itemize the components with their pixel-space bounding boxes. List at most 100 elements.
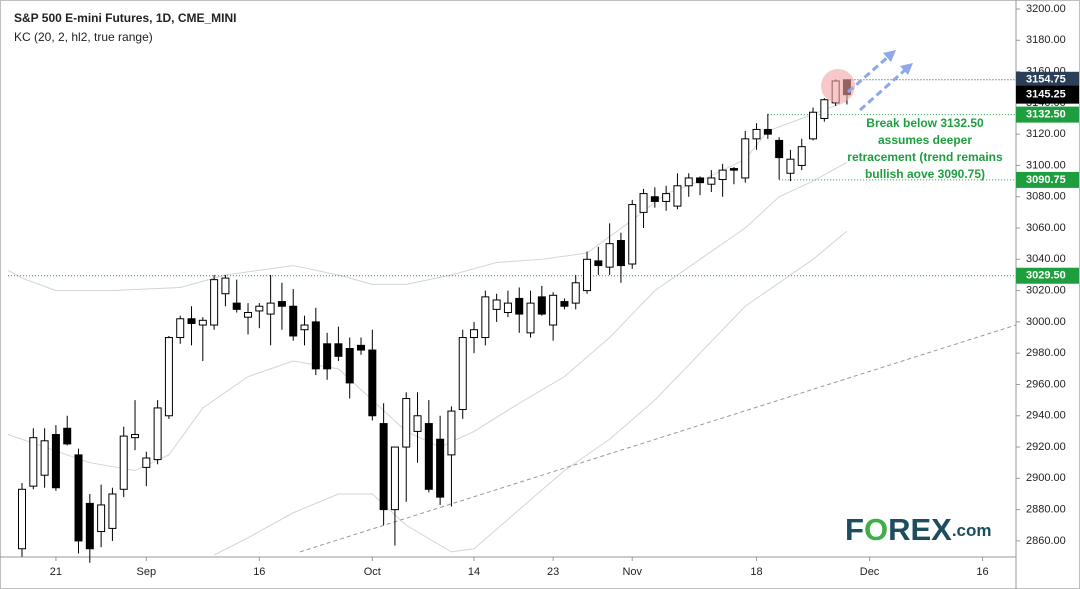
candle-body: [707, 177, 716, 185]
candle-body: [277, 301, 286, 307]
candle-body: [616, 240, 625, 267]
candle-body: [436, 438, 445, 498]
logo: FOREX.com: [845, 512, 992, 547]
last-price-label: 3145.25: [1026, 89, 1066, 101]
annotation: bullish aove 3090.75): [865, 167, 985, 181]
y-tick-label: 3200.00: [1026, 3, 1066, 15]
y-tick-label: 3060.00: [1026, 222, 1066, 234]
annotation: retracement (trend remains: [847, 150, 1003, 164]
candle-body: [221, 277, 230, 295]
candle-body: [583, 258, 592, 292]
level-label-bg: [1016, 71, 1079, 88]
candle-body: [718, 169, 727, 181]
candle-body: [662, 193, 671, 202]
candle-body: [424, 423, 433, 490]
y-tick-label: 2960.00: [1026, 378, 1066, 390]
y-tick-label: 2880.00: [1026, 504, 1066, 516]
candle-body: [323, 343, 332, 370]
y-tick-label: 2860.00: [1026, 535, 1066, 547]
candle-body: [650, 196, 659, 202]
candle-body: [198, 319, 207, 326]
y-tick-label: 3000.00: [1026, 316, 1066, 328]
candle-body: [696, 177, 705, 184]
candle-body: [571, 282, 580, 304]
y-tick-label: 3180.00: [1026, 34, 1066, 46]
candle-body: [63, 427, 72, 445]
candle-body: [797, 146, 806, 166]
y-tick-label: 3120.00: [1026, 128, 1066, 140]
candle-body: [515, 297, 524, 315]
candle-body: [108, 493, 117, 529]
candle-body: [85, 502, 94, 550]
x-tick-label: Oct: [364, 566, 381, 578]
candle-body: [357, 344, 366, 351]
x-tick-label: 21: [50, 566, 62, 578]
candle-body: [526, 302, 535, 334]
keltner-band: [7, 161, 848, 472]
candle-body: [752, 128, 761, 140]
candle-body: [311, 321, 320, 370]
candle-body: [40, 440, 49, 476]
candle-body: [470, 329, 479, 339]
candle-body: [673, 185, 682, 207]
logo-part: .com: [952, 521, 992, 540]
x-tick-label: Nov: [622, 566, 642, 578]
chart-title: S&P 500 E-mini Futures, 1D, CME_MINI: [14, 11, 237, 25]
candle-body: [379, 423, 388, 511]
chart-subtitle: KC (20, 2, hl2, true range): [14, 30, 153, 44]
level-label: 3029.50: [1026, 270, 1066, 282]
candle-body: [741, 138, 750, 179]
keltner-band: [7, 100, 848, 292]
level-label-bg: [1016, 267, 1079, 284]
candle-body: [29, 437, 38, 487]
candle-body: [345, 347, 354, 384]
candle-body: [244, 312, 253, 318]
y-tick-label: 2980.00: [1026, 347, 1066, 359]
candle-body: [51, 434, 60, 489]
candle-body: [368, 349, 377, 417]
annotation: assumes deeper: [878, 133, 972, 147]
level-label-bg: [1016, 106, 1079, 123]
candle-body: [402, 398, 411, 448]
candle-body: [210, 279, 219, 326]
candle-body: [413, 415, 422, 432]
x-tick-label: Sep: [137, 566, 157, 578]
candle-body: [628, 204, 637, 265]
candle-body: [639, 193, 648, 213]
annotation: Break below 3132.50: [866, 116, 984, 130]
level-label-bg: [1016, 171, 1079, 188]
candle-body: [289, 305, 298, 337]
candle-body: [142, 457, 151, 468]
candle-body: [809, 111, 818, 140]
plot-area: [7, 79, 1017, 563]
level-label: 3090.75: [1026, 174, 1066, 186]
candle-body: [820, 99, 829, 120]
candle-body: [131, 434, 140, 439]
x-tick-label: 16: [976, 566, 988, 578]
y-tick-label: 2940.00: [1026, 410, 1066, 422]
y-tick-label: 3040.00: [1026, 253, 1066, 265]
logo-part: F: [845, 512, 864, 547]
candle-body: [18, 488, 27, 550]
candle-body: [266, 302, 275, 315]
y-tick-label: 2900.00: [1026, 472, 1066, 484]
candle-body: [232, 302, 241, 310]
candle-body: [594, 260, 603, 267]
candle-body: [537, 296, 546, 315]
candle-body: [786, 158, 795, 174]
candle-body: [390, 446, 399, 511]
candle-body: [447, 410, 456, 456]
y-tick-label: 2920.00: [1026, 441, 1066, 453]
level-label: 3154.75: [1026, 74, 1066, 86]
x-tick-label: 23: [547, 566, 559, 578]
candle-body: [300, 324, 309, 331]
highlight-circle: [821, 69, 855, 103]
candle-body: [684, 177, 693, 187]
logo-part: O: [864, 512, 888, 547]
y-tick-label: 3080.00: [1026, 191, 1066, 203]
candle-body: [176, 318, 185, 339]
keltner-band: [213, 230, 848, 556]
y-tick-label: 3100.00: [1026, 159, 1066, 171]
candle-body: [481, 296, 490, 339]
